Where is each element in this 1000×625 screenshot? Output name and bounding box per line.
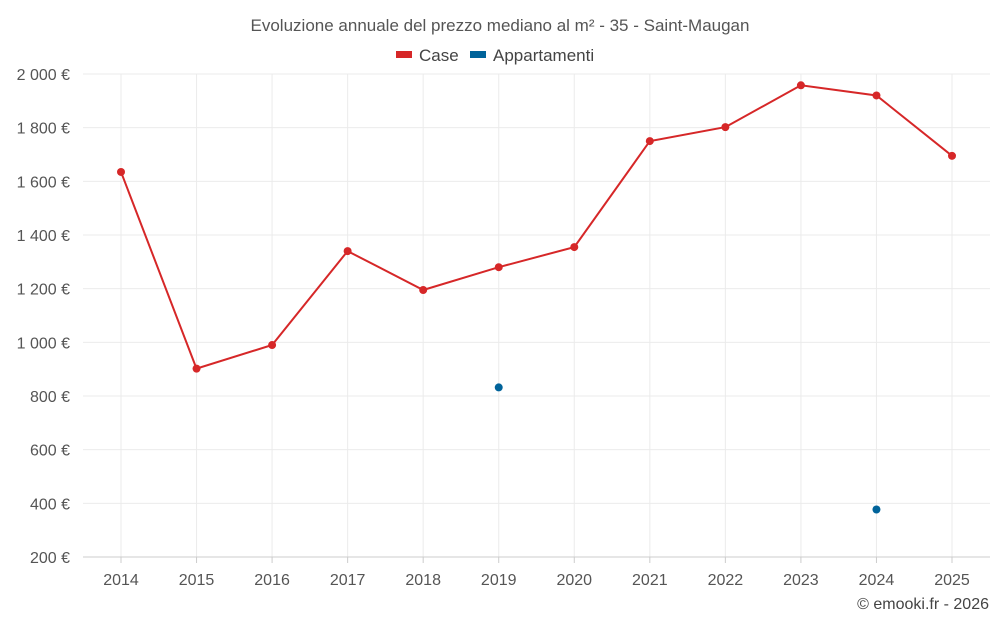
- data-point-appartamenti-2024[interactable]: [872, 505, 881, 514]
- series-case: [117, 81, 956, 373]
- x-tick-label: 2015: [179, 572, 215, 589]
- y-tick-label: 1 800 €: [17, 121, 70, 138]
- legend: Case Appartamenti: [396, 46, 594, 65]
- x-tick-label: 2018: [405, 572, 441, 589]
- data-point-appartamenti-2019[interactable]: [494, 383, 503, 392]
- y-axis: 200 € 400 € 600 € 800 € 1 000 € 1 200 € 1 400 …: [17, 67, 70, 567]
- credit-text: © emooki.fr - 2026: [857, 596, 989, 613]
- y-tick-label: 1 600 €: [17, 174, 70, 191]
- legend-label-appartamenti: Appartamenti: [493, 46, 594, 65]
- x-tick-label: 2022: [708, 572, 744, 589]
- data-point-case-2019[interactable]: [494, 263, 503, 272]
- x-tick-label: 2017: [330, 572, 366, 589]
- x-tick-label: 2021: [632, 572, 668, 589]
- x-tick-label: 2023: [783, 572, 819, 589]
- data-point-case-2017[interactable]: [343, 247, 352, 256]
- y-tick-label: 2 000 €: [17, 67, 70, 84]
- data-point-case-2016[interactable]: [268, 341, 277, 350]
- series-line-case: [120, 84, 953, 370]
- data-point-case-2024[interactable]: [872, 91, 881, 100]
- x-tick-label: 2016: [254, 572, 290, 589]
- data-point-case-2021[interactable]: [645, 137, 654, 146]
- legend-swatch-case: [396, 51, 412, 58]
- y-tick-label: 400 €: [30, 496, 70, 513]
- legend-label-case: Case: [419, 46, 459, 65]
- x-tick-label: 2020: [556, 572, 592, 589]
- x-tick-label: 2014: [103, 572, 139, 589]
- data-point-case-2025[interactable]: [948, 151, 956, 160]
- x-axis: 2014 2015 2016 2017 2018 2019 2020 2021 2022 2023…: [83, 556, 990, 589]
- y-tick-label: 1 000 €: [17, 335, 70, 352]
- y-tick-label: 800 €: [30, 389, 70, 406]
- x-tick-label: 2025: [934, 572, 970, 589]
- series-appartamenti: [494, 383, 881, 514]
- legend-item-case[interactable]: Case: [396, 46, 459, 65]
- gridlines: [83, 73, 990, 558]
- y-tick-label: 600 €: [30, 443, 70, 460]
- data-point-case-2015[interactable]: [192, 364, 201, 373]
- y-tick-label: 200 €: [30, 550, 70, 567]
- legend-swatch-appartamenti: [470, 51, 486, 58]
- y-tick-label: 1 200 €: [17, 282, 70, 299]
- chart-title: Evoluzione annuale del prezzo mediano al…: [251, 16, 750, 35]
- data-point-case-2018[interactable]: [419, 286, 428, 295]
- data-point-case-2020[interactable]: [570, 243, 579, 252]
- x-tick-label: 2024: [859, 572, 895, 589]
- series-layer: [117, 81, 956, 514]
- data-point-case-2022[interactable]: [721, 123, 730, 132]
- x-tick-label: 2019: [481, 572, 517, 589]
- y-tick-label: 1 400 €: [17, 228, 70, 245]
- data-point-case-2014[interactable]: [117, 167, 125, 176]
- legend-item-appartamenti[interactable]: Appartamenti: [470, 46, 594, 65]
- data-point-case-2023[interactable]: [796, 81, 805, 90]
